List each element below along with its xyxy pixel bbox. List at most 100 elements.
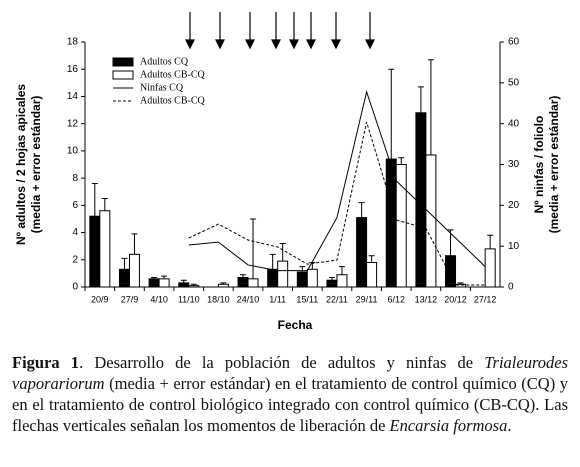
x-tick-label: 22/11 xyxy=(326,294,348,304)
bar xyxy=(326,279,338,288)
y2-tick-label: 60 xyxy=(508,37,520,48)
error-bar xyxy=(240,274,247,278)
bar xyxy=(484,248,496,288)
bar xyxy=(178,282,190,288)
caption-label: Figura 1 xyxy=(12,353,80,372)
x-tick-label: 13/12 xyxy=(415,294,438,304)
line xyxy=(188,121,486,286)
error-bar xyxy=(388,68,395,160)
line xyxy=(188,89,486,272)
y-tick-label: 12 xyxy=(67,118,79,129)
x-tick-label: 15/11 xyxy=(296,294,318,304)
x-tick-label: 1/11 xyxy=(269,294,286,304)
legend-swatch xyxy=(112,57,134,67)
legend-label: Adultos CB-CQ xyxy=(140,69,206,80)
bar xyxy=(366,262,378,288)
error-bar xyxy=(368,255,375,263)
error-bar xyxy=(190,283,197,286)
y2-tick-label: 20 xyxy=(508,200,520,211)
bar xyxy=(277,260,289,288)
y2-tick-label: 0 xyxy=(508,282,514,293)
bar xyxy=(385,158,397,288)
bar xyxy=(128,253,140,288)
caption-species: Trialeurodes vaporariorum xyxy=(12,353,568,393)
release-arrows xyxy=(185,12,375,50)
bar xyxy=(237,276,249,288)
x-tick-label: 20/12 xyxy=(444,294,467,304)
error-bar xyxy=(398,157,405,165)
x-tick-label: 27/9 xyxy=(121,294,139,304)
bar xyxy=(217,283,229,288)
x-tick-label: 29/11 xyxy=(356,294,378,304)
y-tick-label: 4 xyxy=(72,227,78,238)
error-bar xyxy=(299,266,306,273)
error-bar xyxy=(131,233,138,255)
caption-species: Encarsia formosa xyxy=(389,416,508,435)
error-bar xyxy=(279,242,286,262)
error-bar xyxy=(447,229,454,256)
error-bar xyxy=(180,279,187,283)
error-bar xyxy=(417,86,424,113)
bar xyxy=(415,112,427,288)
error-bar xyxy=(91,183,98,217)
error-bar xyxy=(457,282,464,285)
error-bar xyxy=(269,253,276,270)
y-tick-label: 10 xyxy=(67,146,79,157)
x-tick-label: 27/12 xyxy=(474,294,497,304)
y2-tick-label: 30 xyxy=(508,159,520,170)
bar xyxy=(148,278,160,288)
bar xyxy=(425,154,437,288)
bar xyxy=(188,285,200,288)
x-tick-label: 18/10 xyxy=(207,294,230,304)
bar xyxy=(336,274,348,288)
y2-tick-label: 10 xyxy=(508,241,520,252)
bar xyxy=(296,271,308,288)
y-tick-label: 8 xyxy=(72,173,78,184)
error-bar xyxy=(338,266,345,275)
caption: Figura 1. Desarrollo de la población de … xyxy=(12,352,568,436)
caption-text: . xyxy=(507,416,512,435)
bar xyxy=(118,268,130,288)
bar xyxy=(89,215,101,288)
y-tick-label: 0 xyxy=(72,282,78,293)
bar xyxy=(267,268,279,288)
x-tick-label: 4/10 xyxy=(150,294,168,304)
x-tick-label: 6/12 xyxy=(387,294,405,304)
x-tick-label: 11/10 xyxy=(178,294,200,304)
error-bar xyxy=(427,59,434,155)
y2-axis-label: (media + error estándar) xyxy=(547,96,561,234)
error-bar xyxy=(220,282,227,285)
y-tick-label: 14 xyxy=(67,91,79,102)
y-tick-label: 2 xyxy=(72,254,78,265)
y2-axis-label: Nº ninfas / foliolo xyxy=(532,116,546,214)
y-tick-label: 6 xyxy=(72,200,78,211)
bar xyxy=(158,278,170,288)
y-axis-label: Nº adultos / 2 hojas apicales xyxy=(14,84,28,245)
y-tick-label: 18 xyxy=(67,37,79,48)
error-bar xyxy=(328,276,335,281)
y-axis-label: (media + error estándar) xyxy=(29,96,43,234)
error-bar xyxy=(358,202,365,218)
bar xyxy=(306,268,318,288)
legend-label: Adultos CB-CQ xyxy=(140,95,206,106)
y2-tick-label: 50 xyxy=(508,77,520,88)
legend-swatch xyxy=(112,70,134,80)
legend-label: Ninfas CQ xyxy=(140,82,184,93)
x-tick-label: 24/10 xyxy=(237,294,260,304)
x-tick-label: 20/9 xyxy=(91,294,109,304)
error-bar xyxy=(250,218,257,279)
legend-label: Adultos CQ xyxy=(140,56,189,67)
caption-text: . Desarrollo de la población de adultos … xyxy=(79,353,485,372)
bar xyxy=(247,278,259,288)
error-bar xyxy=(487,234,494,249)
y-tick-label: 16 xyxy=(67,64,79,75)
bar xyxy=(99,210,111,288)
error-bar xyxy=(121,257,128,270)
error-bar xyxy=(151,276,158,279)
bar xyxy=(356,217,368,288)
error-bar xyxy=(161,275,168,279)
chart: Fecha 0 2 4 6 8 10 12 14 16 18 0 10 20 30 40 50 60 20/9 27… xyxy=(14,12,561,332)
caption-text: (media + error estándar) en el tratamien… xyxy=(12,374,568,435)
y2-tick-label: 40 xyxy=(508,118,520,129)
